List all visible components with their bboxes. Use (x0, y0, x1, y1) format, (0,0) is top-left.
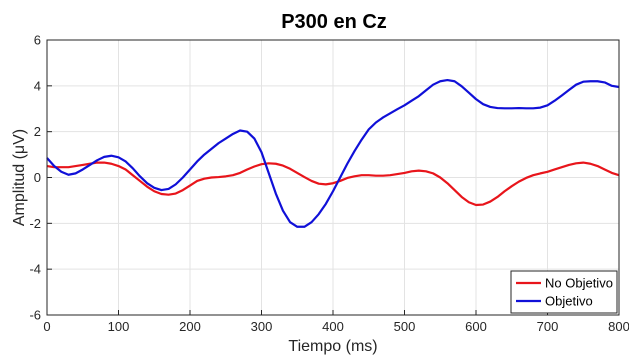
x-tick-label: 100 (108, 319, 130, 334)
x-tick-label: 200 (179, 319, 201, 334)
y-tick-label: -6 (29, 308, 41, 323)
y-tick-label: 4 (34, 78, 41, 93)
x-axis: 0 100 200 300 400 500 600 700 800 (43, 310, 629, 334)
series-line-1 (46, 161, 620, 207)
y-tick-label: 0 (34, 170, 41, 185)
x-tick-label: 800 (608, 319, 629, 334)
chart-title: P300 en Cz (281, 11, 387, 33)
y-axis-label: Amplitud (μV) (11, 129, 28, 226)
x-tick-label: 500 (394, 319, 416, 334)
x-tick-label: 600 (465, 319, 487, 334)
legend: No Objetivo Objetivo (510, 270, 618, 314)
legend-label: Objetivo (545, 294, 593, 309)
x-axis-label: Tiempo (ms) (288, 338, 377, 355)
y-tick-label: 6 (34, 33, 41, 48)
x-tick-label: 400 (322, 319, 344, 334)
plot-area (46, 79, 620, 228)
x-tick-label: 0 (43, 319, 50, 334)
series-line-2 (46, 79, 620, 228)
legend-box (510, 270, 618, 314)
x-tick-label: 300 (251, 319, 273, 334)
y-tick-label: 2 (34, 124, 41, 139)
y-tick-label: -4 (29, 262, 41, 277)
y-axis: -6 -4 -2 0 2 4 6 (29, 33, 52, 323)
x-tick-label: 700 (537, 319, 559, 334)
legend-label: No Objetivo (545, 276, 613, 291)
y-tick-label: -2 (29, 216, 41, 231)
